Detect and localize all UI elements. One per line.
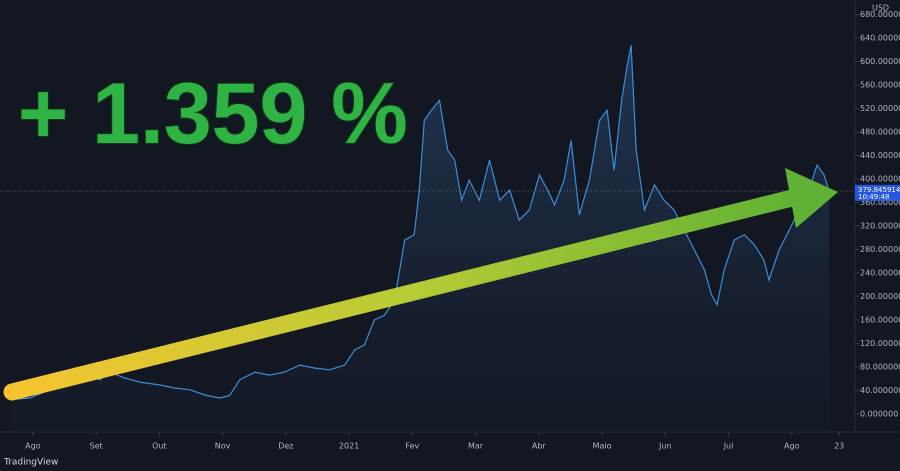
- x-tick-label: Maio: [593, 442, 612, 451]
- y-tick-label: 280.000000: [860, 245, 900, 254]
- trend-arrow-head: [785, 168, 838, 228]
- y-tick-label: 640.000000: [860, 34, 900, 43]
- x-tick-label: Jul: [723, 442, 734, 451]
- x-tick-label: Mar: [468, 442, 484, 451]
- last-price-label: 379.845914: [858, 186, 900, 194]
- y-tick-label: 560.000000: [860, 81, 900, 90]
- x-tick-label: Set: [90, 442, 103, 451]
- y-tick-label: 80.000000: [860, 362, 900, 371]
- y-tick-label: 200.000000: [860, 292, 900, 301]
- price-line: [10, 45, 830, 401]
- x-tick-label: Ago: [784, 442, 800, 451]
- x-tick-label: 23: [834, 442, 844, 451]
- x-tick-label: Ago: [25, 442, 41, 451]
- currency-label: USD: [872, 4, 889, 13]
- y-tick-label: 0.000000: [860, 409, 898, 418]
- last-price-tag: [855, 184, 900, 201]
- y-tick-label: 440.000000: [860, 151, 900, 160]
- trend-arrow: [3, 187, 809, 401]
- y-tick-label: 480.000000: [860, 128, 900, 137]
- x-tick-label: Dez: [278, 442, 293, 451]
- x-tick-label: Fev: [405, 442, 419, 451]
- brand-logo: TradingView: [3, 458, 58, 468]
- area: [10, 45, 830, 432]
- gain-annotation: + 1.359 %: [18, 66, 408, 162]
- y-tick-label: 320.000000: [860, 221, 900, 230]
- y-tick-label: 160.000000: [860, 315, 900, 324]
- x-tick-label: Jun: [658, 442, 672, 451]
- x-tick-label: Out: [152, 442, 167, 451]
- x-tick-label: Abr: [532, 442, 547, 451]
- y-tick-label: 120.000000: [860, 339, 900, 348]
- x-tick-label: Nov: [215, 442, 231, 451]
- y-tick-label: 40.000000: [860, 386, 900, 395]
- y-tick-label: 360.000000: [860, 198, 900, 207]
- y-tick-label: 520.000000: [860, 104, 900, 113]
- last-time-label: 10:49:48: [858, 193, 889, 201]
- y-tick-label: 400.000000: [860, 175, 900, 184]
- x-tick-label: 2021: [339, 442, 359, 451]
- y-tick-label: 680.000000: [860, 10, 900, 19]
- y-tick-label: 240.000000: [860, 268, 900, 277]
- y-tick-label: 600.000000: [860, 57, 900, 66]
